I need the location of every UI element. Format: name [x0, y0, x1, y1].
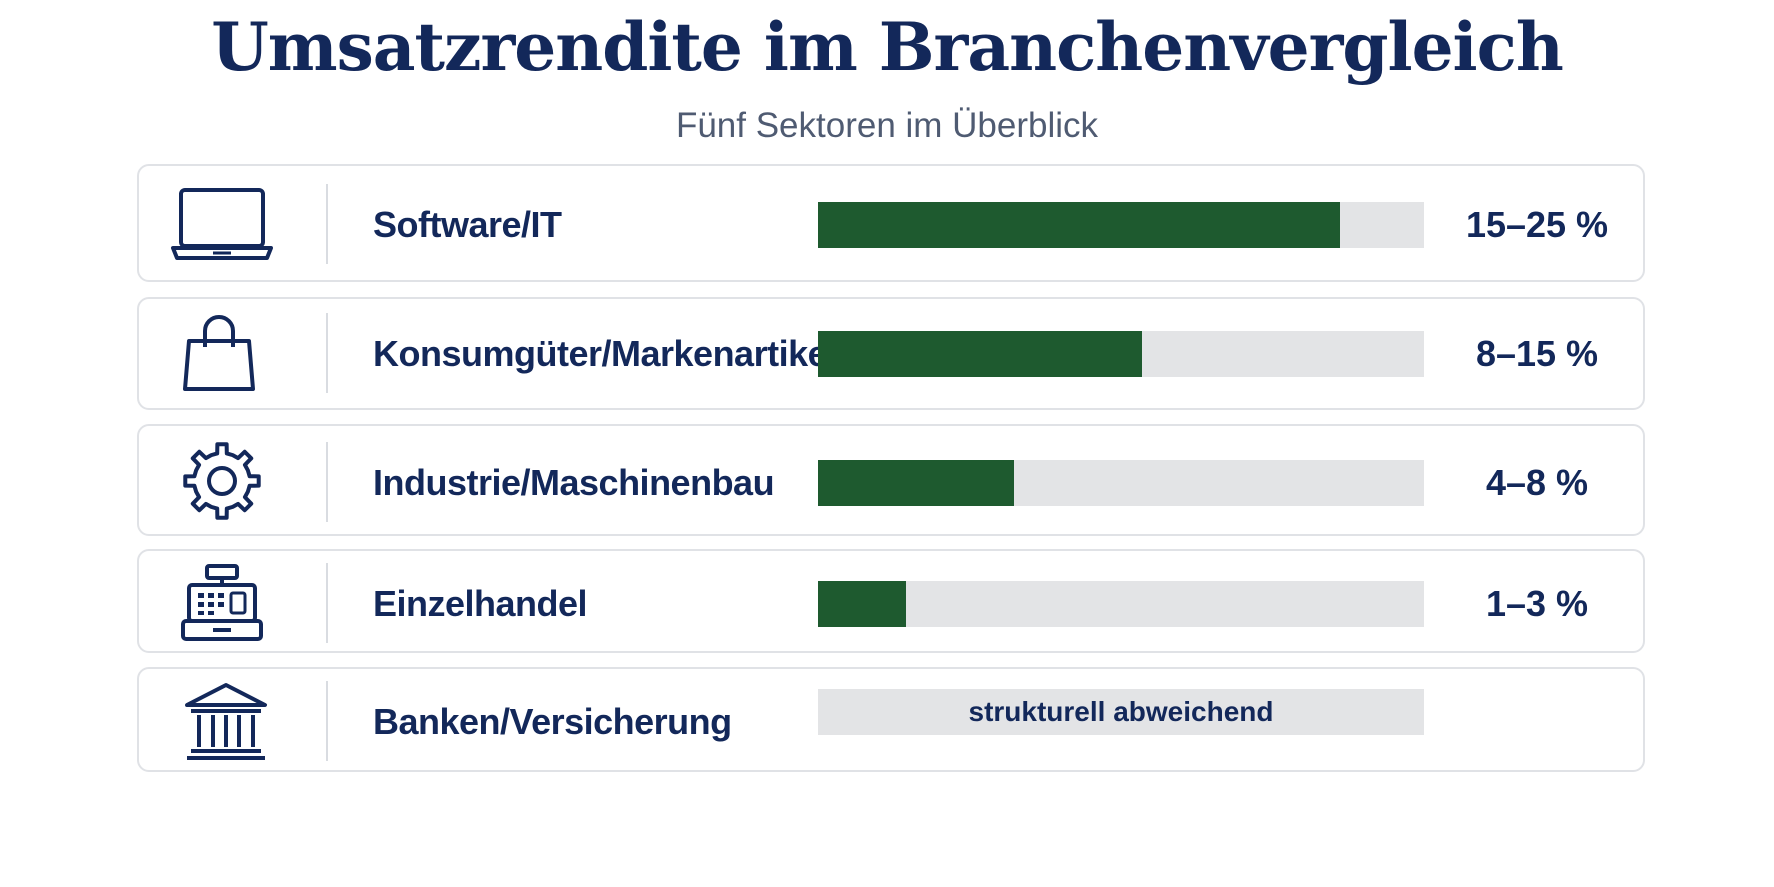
sector-label: Software/IT: [373, 204, 562, 245]
bar-track: [818, 331, 1424, 377]
bar-fill-einzelhandel: [818, 581, 906, 627]
bar-track: [818, 581, 1424, 627]
sector-label: Konsumgüter/Markenartikel: [373, 333, 837, 374]
cash-register-icon: [179, 563, 265, 643]
sector-row-konsumgueter: Konsumgüter/Markenartikel 8–15 %: [137, 297, 1645, 410]
row-divider: [326, 313, 328, 393]
bar-fill-konsumgueter: [818, 331, 1142, 377]
bar-fill-software: [818, 202, 1341, 248]
bar-fill-industrie: [818, 460, 1015, 506]
bar-track: [818, 202, 1424, 248]
value-label: 1–3 %: [1485, 583, 1589, 624]
sector-label: Industrie/Maschinenbau: [373, 462, 775, 503]
sector-label: Einzelhandel: [373, 583, 588, 624]
chart-subtitle: Fünf Sektoren im Überblick: [675, 106, 1099, 145]
value-label: 4–8 %: [1485, 462, 1589, 503]
value-label: 8–15 %: [1475, 333, 1599, 374]
sector-label: Banken/Versicherung: [373, 701, 732, 742]
bar-track: strukturell abweichend: [818, 689, 1424, 735]
value-label: 15–25 %: [1465, 204, 1609, 245]
bar-track: [818, 460, 1424, 506]
sector-row-industrie: Industrie/Maschinenbau 4–8 %: [137, 424, 1645, 536]
bank-icon: [183, 681, 269, 763]
gear-icon: [179, 438, 265, 524]
note-label: strukturell abweichend: [968, 696, 1274, 727]
sector-row-einzelhandel: Einzelhandel 1–3 %: [137, 549, 1645, 653]
row-divider: [326, 442, 328, 522]
chart-title: Umsatzrendite im Branchenvergleich: [211, 8, 1564, 86]
shopping-bag-icon: [179, 313, 259, 395]
row-divider: [326, 184, 328, 264]
laptop-icon: [167, 184, 277, 264]
sector-row-software: Software/IT 15–25 %: [137, 164, 1645, 282]
sector-row-banken: Banken/Versicherung strukturell abweiche…: [137, 667, 1645, 772]
row-divider: [326, 681, 328, 761]
row-divider: [326, 563, 328, 643]
